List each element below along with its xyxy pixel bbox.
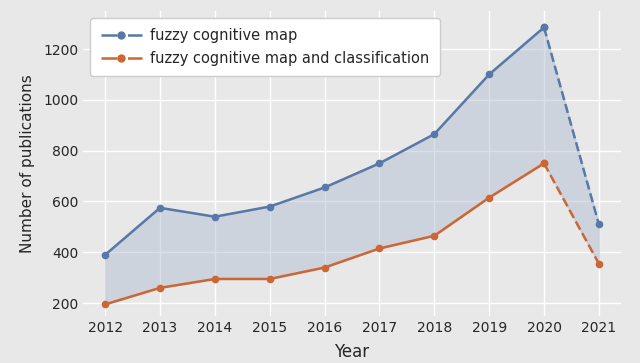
X-axis label: Year: Year bbox=[335, 343, 369, 361]
Legend: fuzzy cognitive map, fuzzy cognitive map and classification: fuzzy cognitive map, fuzzy cognitive map… bbox=[90, 18, 440, 76]
Y-axis label: Number of publications: Number of publications bbox=[20, 74, 35, 253]
